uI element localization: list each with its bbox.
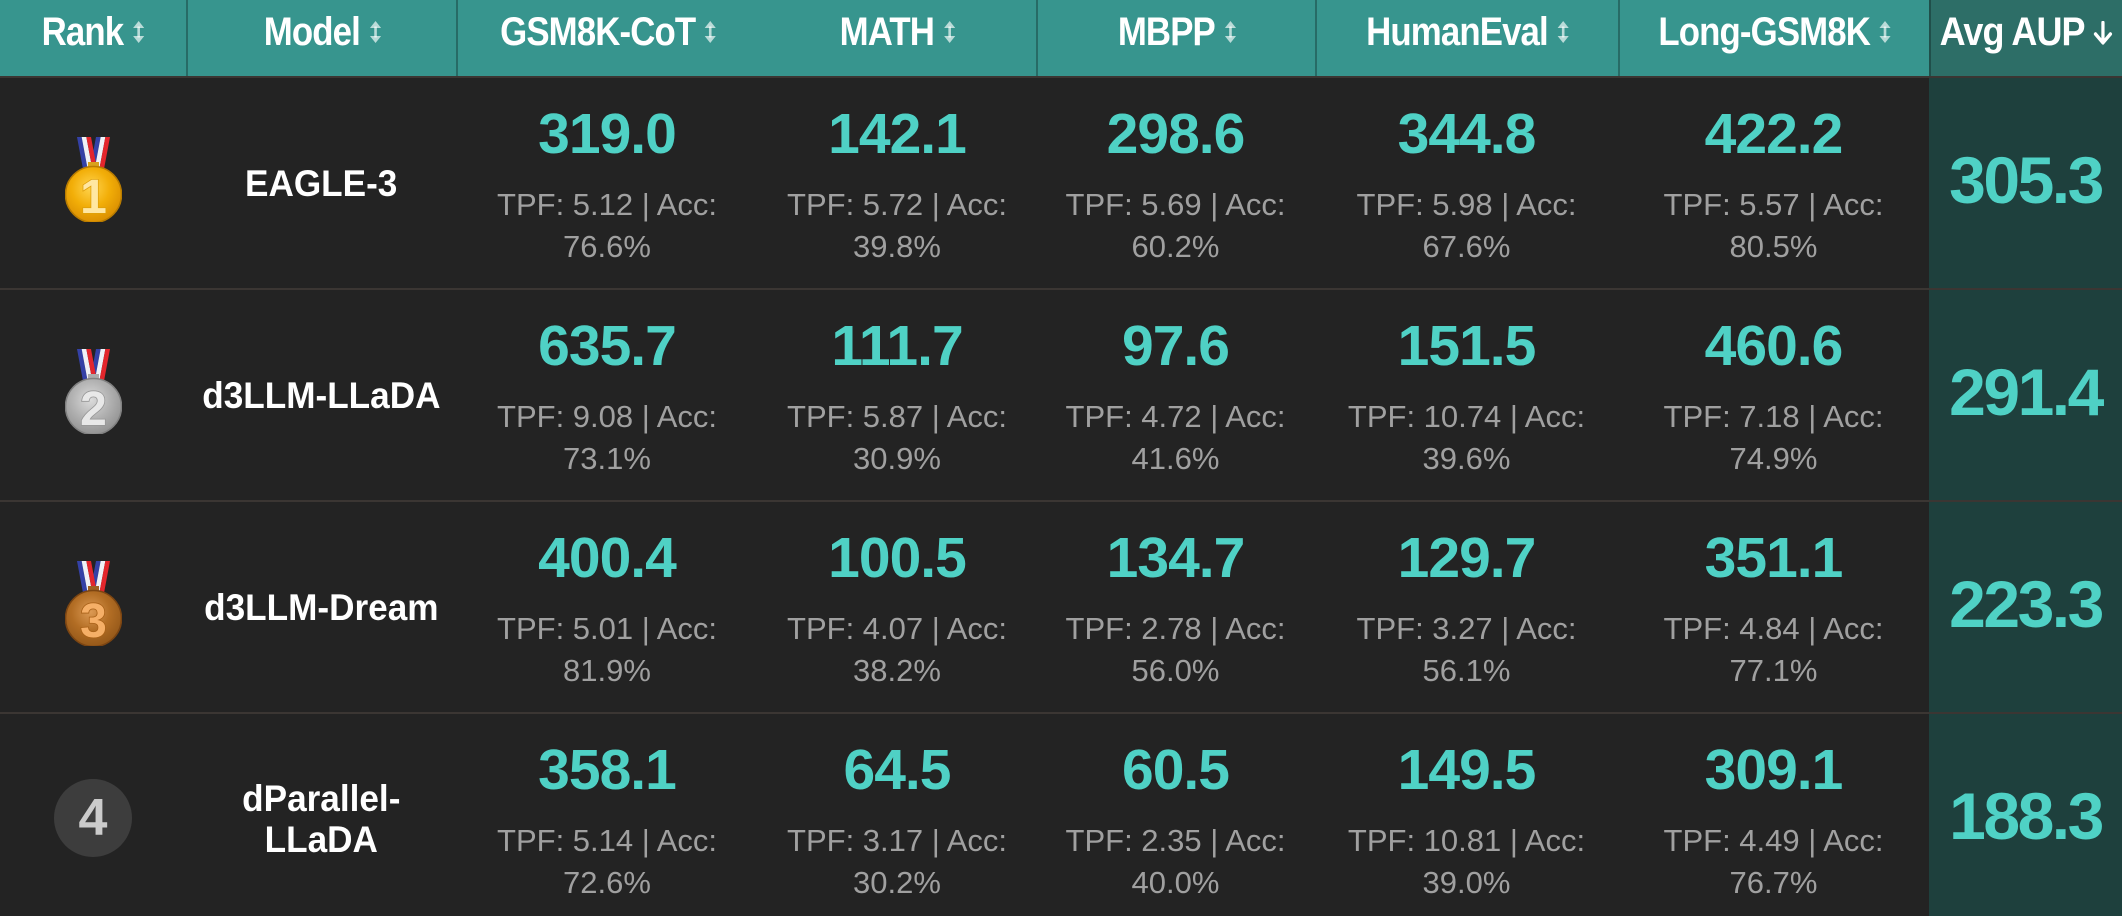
- svg-text:2: 2: [80, 383, 107, 434]
- svg-text:3: 3: [80, 595, 107, 646]
- svg-text:1: 1: [80, 171, 107, 222]
